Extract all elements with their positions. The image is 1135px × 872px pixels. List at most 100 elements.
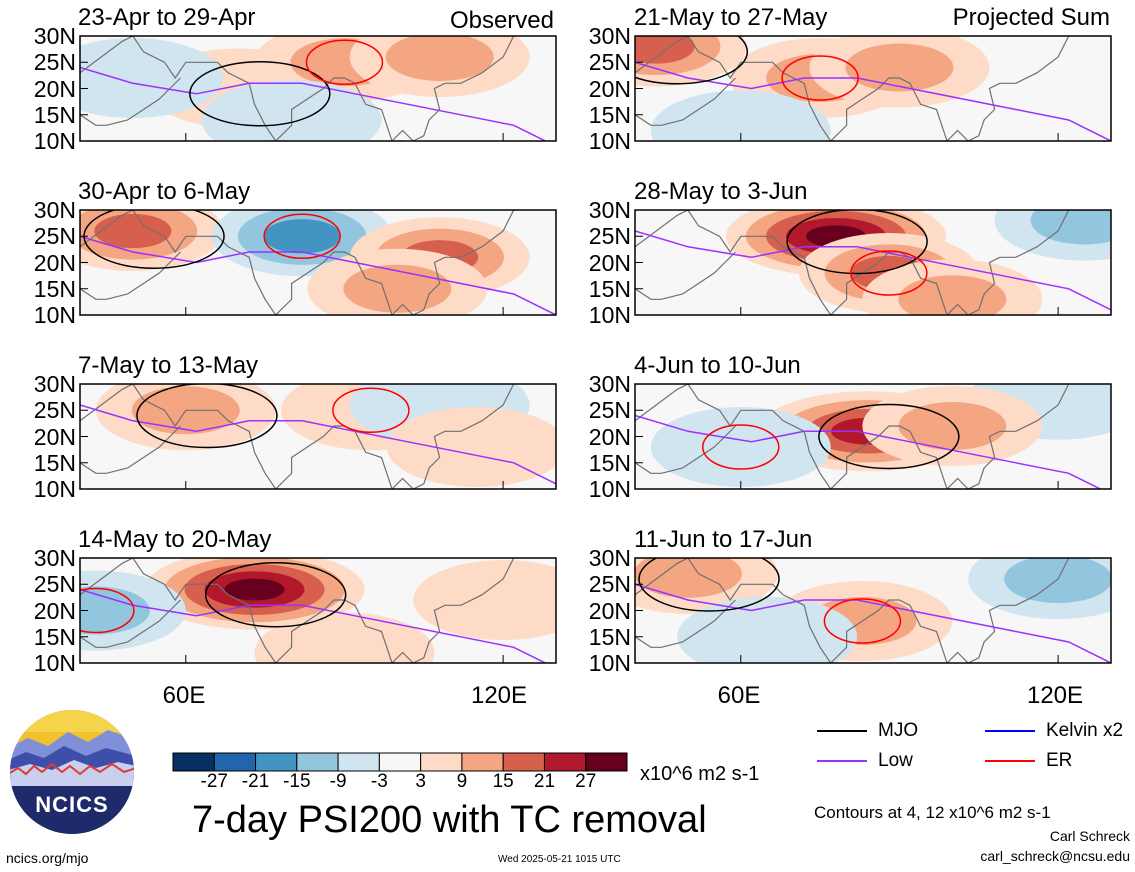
anomaly-blob bbox=[635, 558, 742, 598]
er-contour bbox=[850, 250, 928, 296]
coastline bbox=[80, 558, 515, 663]
anomaly-blob bbox=[845, 43, 954, 92]
coastline bbox=[635, 251, 736, 300]
y-tick-label: 30N bbox=[33, 197, 76, 223]
y-tick-label: 15N bbox=[588, 449, 631, 476]
anomaly-blob bbox=[254, 612, 435, 663]
mjo-contour bbox=[638, 558, 780, 612]
panel-4 bbox=[79, 557, 557, 664]
main-title: 7-day PSI200 with TC removal bbox=[192, 799, 707, 841]
panel-6 bbox=[634, 209, 1112, 316]
panel-4-title: 14-May to 20-May bbox=[78, 526, 272, 553]
y-tick-label: 25N bbox=[33, 223, 76, 250]
colorbar-swatch bbox=[296, 752, 339, 772]
projected-header: Projected Sum bbox=[952, 4, 1110, 31]
y-tick-label: 30N bbox=[588, 371, 631, 397]
y-tick-label: 30N bbox=[588, 23, 631, 49]
low-contour bbox=[635, 414, 1103, 489]
er-contour bbox=[263, 213, 341, 259]
anomaly-blob bbox=[650, 407, 831, 487]
anomaly-blob bbox=[1004, 558, 1111, 603]
anomaly-blob bbox=[80, 38, 223, 118]
y-tick-label: 20N bbox=[33, 249, 76, 276]
colorbar-tick-label: 15 bbox=[492, 771, 514, 792]
y-tick-label: 25N bbox=[33, 49, 76, 76]
observed-header: Observed bbox=[449, 7, 554, 34]
coastline bbox=[80, 210, 515, 315]
y-tick-label: 25N bbox=[33, 571, 76, 598]
coastline bbox=[80, 425, 181, 474]
y-tick-label: 20N bbox=[33, 423, 76, 450]
coastline bbox=[80, 384, 515, 489]
colorbar-tick-label: -27 bbox=[200, 771, 228, 792]
anomaly-blob bbox=[263, 219, 341, 254]
mjo-contour bbox=[786, 210, 928, 275]
low-contour bbox=[80, 404, 556, 485]
panel-1-title: 23-Apr to 29-Apr bbox=[78, 4, 256, 31]
anomaly-blob bbox=[80, 586, 150, 635]
y-tick-label: 20N bbox=[588, 423, 631, 450]
y-tick-label: 15N bbox=[33, 449, 76, 476]
panel-5 bbox=[634, 35, 1112, 142]
colorbar-units: x10^6 m2 s-1 bbox=[640, 763, 760, 785]
colorbar-tick-label: 9 bbox=[456, 771, 468, 792]
colorbar-swatch bbox=[420, 752, 463, 772]
coastline bbox=[635, 599, 736, 648]
colorbar-tick-label: -21 bbox=[241, 771, 270, 792]
colorbar-swatch bbox=[543, 752, 587, 772]
y-tick-label: 30N bbox=[33, 23, 76, 49]
author: Carl Schreck bbox=[1049, 828, 1130, 844]
y-tick-label: 25N bbox=[33, 397, 76, 424]
y-tick-label: 25N bbox=[588, 223, 631, 250]
contours-note: Contours at 4, 12 x10^6 m2 s-1 bbox=[814, 803, 1051, 822]
anomaly-blob bbox=[650, 90, 831, 141]
er-contour bbox=[332, 387, 410, 433]
y-tick-label: 15N bbox=[33, 275, 76, 302]
panel-2-title: 30-Apr to 6-May bbox=[78, 178, 251, 205]
source-url: ncics.org/mjo bbox=[6, 850, 89, 866]
colorbar-tick-label: 3 bbox=[415, 771, 426, 792]
colorbar-swatch bbox=[378, 752, 422, 772]
y-tick-label: 20N bbox=[588, 249, 631, 276]
legend-low-label: Low bbox=[878, 750, 913, 771]
colorbar-tick-label: 27 bbox=[575, 771, 597, 792]
coastline bbox=[80, 36, 515, 141]
legend-er-label: ER bbox=[1046, 750, 1073, 771]
anomaly-blob bbox=[386, 407, 556, 487]
y-tick-label: 20N bbox=[588, 75, 631, 102]
panel-3-title: 7-May to 13-May bbox=[78, 352, 259, 379]
y-tick-label: 15N bbox=[588, 275, 631, 302]
y-tick-label: 10N bbox=[588, 128, 631, 154]
er-contour bbox=[80, 587, 135, 634]
panel-8 bbox=[634, 557, 1112, 664]
x-tick-120e-left: 120E bbox=[470, 682, 528, 709]
colorbar-swatch bbox=[585, 752, 628, 772]
low-contour bbox=[635, 61, 1111, 141]
y-tick-label: 10N bbox=[588, 476, 631, 502]
panel-6-title: 28-May to 3-Jun bbox=[634, 178, 808, 205]
contour-legend bbox=[817, 730, 1035, 762]
y-tick-label: 15N bbox=[588, 623, 631, 650]
er-contour bbox=[823, 598, 902, 644]
x-tick-60e-left: 60E bbox=[162, 682, 206, 709]
panel-7 bbox=[634, 383, 1112, 490]
colorbar-swatch bbox=[172, 752, 215, 772]
map-panels bbox=[79, 35, 1112, 664]
colorbar bbox=[172, 752, 628, 772]
y-tick-label: 20N bbox=[588, 597, 631, 624]
coastline bbox=[635, 558, 1070, 663]
coastline bbox=[635, 210, 1070, 315]
panel-5-title: 21-May to 27-May bbox=[634, 4, 828, 31]
legend-mjo-label: MJO bbox=[878, 720, 919, 741]
coastline bbox=[635, 425, 736, 474]
panel-3 bbox=[79, 383, 557, 490]
anomaly-blob bbox=[94, 213, 172, 249]
y-tick-label: 25N bbox=[588, 49, 631, 76]
mjo-contour bbox=[204, 562, 347, 628]
colorbar-swatch bbox=[502, 752, 545, 772]
ncics-logo: NCICS bbox=[10, 710, 134, 834]
y-tick-label: 10N bbox=[33, 650, 76, 676]
y-tick-label: 10N bbox=[588, 650, 631, 676]
x-tick-120e-right: 120E bbox=[1026, 682, 1084, 709]
